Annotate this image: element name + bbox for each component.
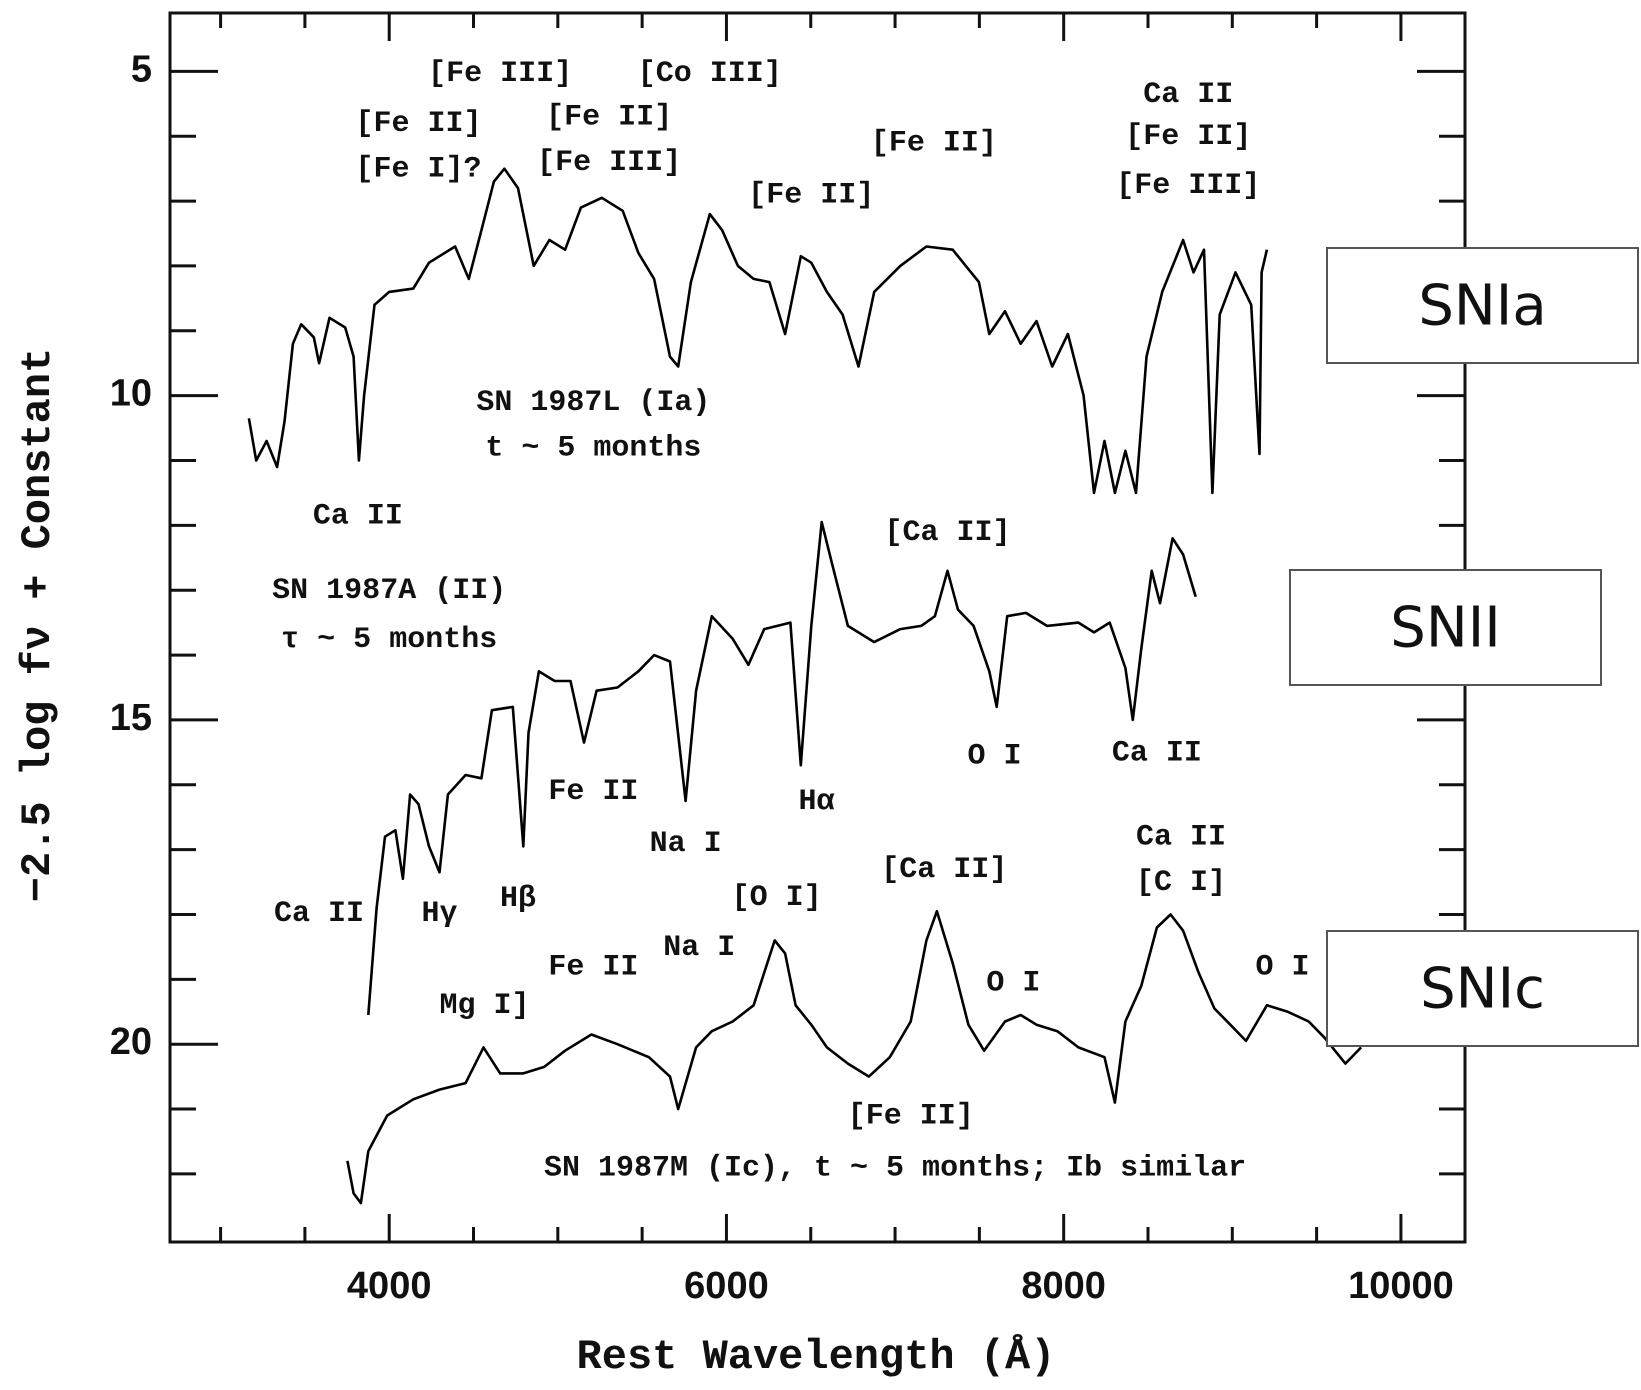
line-annotation: [Fe III] — [537, 146, 681, 180]
line-annotation: [Fe II] — [356, 107, 482, 141]
spectrum-line — [346, 909, 1363, 1205]
line-annotation: [Fe II] — [871, 127, 997, 161]
x-tick-label: 4000 — [347, 1265, 432, 1307]
line-annotation: τ ~ 5 months — [281, 623, 497, 657]
x-tick-label: 10000 — [1348, 1265, 1454, 1307]
line-annotation: [Fe III] — [1116, 169, 1260, 203]
line-annotation: SN 1987A (II) — [272, 574, 506, 608]
line-annotation: Mg I] — [439, 989, 529, 1023]
line-annotation: O I — [968, 740, 1022, 774]
x-tick-label: 8000 — [1021, 1265, 1106, 1307]
line-annotation: Na I — [650, 827, 722, 861]
label-box-text: SNIa — [1418, 274, 1546, 339]
line-annotation: Hγ — [421, 897, 457, 931]
line-annotation: Hβ — [500, 882, 536, 916]
line-annotation: [Co III] — [638, 57, 782, 91]
line-annotation: SN 1987L (Ia) — [476, 386, 710, 420]
label-box-text: SNII — [1390, 596, 1500, 661]
x-axis-label: Rest Wavelength (Å) — [577, 1333, 1056, 1381]
spectrum-line — [367, 520, 1197, 1016]
line-annotation: Na I — [663, 931, 735, 965]
line-annotation: Ca II — [1143, 78, 1233, 112]
label-box — [1289, 569, 1602, 686]
line-annotation: Fe II — [548, 775, 638, 809]
line-annotation: [Fe II] — [848, 1099, 974, 1133]
y-axis-label: −2.5 log fν + Constant — [14, 348, 62, 903]
line-annotation: [O I] — [732, 881, 822, 915]
line-annotation: [Fe III] — [428, 57, 572, 91]
line-annotation: O I — [986, 967, 1040, 1001]
y-tick-label: 15 — [110, 697, 152, 739]
line-annotation: Ca II — [274, 897, 364, 931]
line-annotation: [C I] — [1136, 866, 1226, 900]
line-annotation: [Ca II] — [881, 853, 1007, 887]
line-annotation: Ca II — [1136, 821, 1226, 855]
line-annotation: Ca II — [313, 500, 403, 534]
x-tick-label: 6000 — [684, 1265, 769, 1307]
line-annotation: Hα — [798, 785, 834, 819]
line-annotation: [Fe II] — [546, 101, 672, 135]
label-box — [1326, 930, 1639, 1047]
label-box — [1326, 247, 1639, 364]
y-tick-label: 5 — [131, 48, 152, 90]
line-annotation: O I — [1256, 950, 1310, 984]
line-annotation: SN 1987M (Ic), t ~ 5 months; Ib similar — [544, 1151, 1246, 1185]
line-annotation: t ~ 5 months — [485, 431, 701, 465]
line-annotation: [Ca II] — [884, 516, 1010, 550]
y-tick-label: 20 — [110, 1021, 152, 1063]
line-annotation: [Fe II] — [1125, 120, 1251, 154]
line-annotation: Fe II — [548, 950, 638, 984]
line-annotation: [Fe II] — [748, 179, 874, 213]
line-annotation: [Fe I]? — [356, 153, 482, 187]
spectrum-line — [247, 167, 1269, 495]
label-box-text: SNIc — [1420, 957, 1545, 1022]
line-annotation: Ca II — [1112, 736, 1202, 770]
y-tick-label: 10 — [110, 373, 152, 415]
